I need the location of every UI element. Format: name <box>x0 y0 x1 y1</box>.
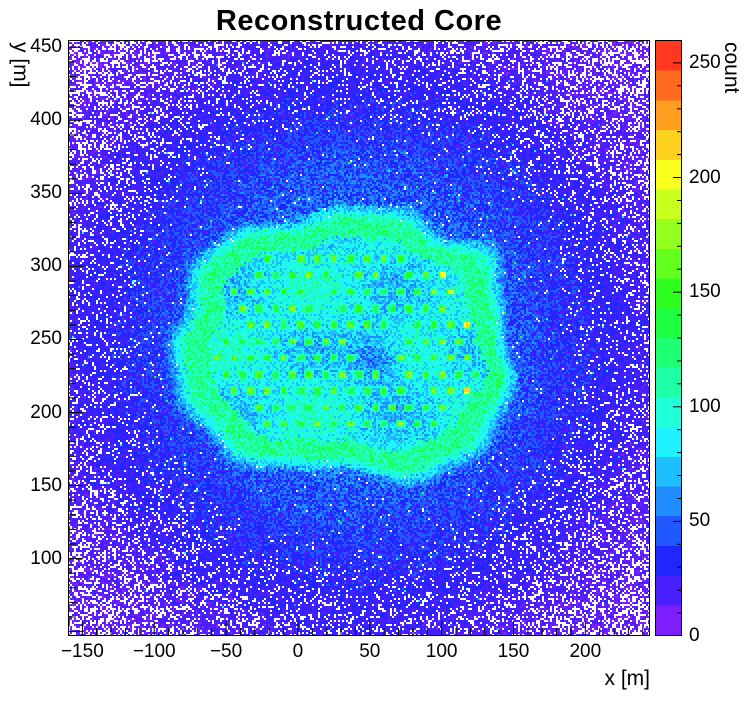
colorbar-tick-label: 50 <box>689 510 711 532</box>
y-axis-tick-label: 100 <box>30 547 62 569</box>
colorbar-tick-label: 0 <box>689 625 700 646</box>
colorbar-tick-label: 250 <box>689 51 721 73</box>
x-axis-tick-label: 0 <box>292 641 304 662</box>
y-axis-tick-label: 400 <box>30 109 62 131</box>
x-axis-tick-label: −150 <box>60 641 104 662</box>
y-axis-title: y [m] <box>9 42 32 88</box>
x-axis-tick-label: −100 <box>132 641 176 662</box>
x-axis-tick-label: 50 <box>359 641 381 662</box>
axes-frame-and-ticks <box>68 40 650 636</box>
colorbar-title: count <box>720 42 743 94</box>
heatmap-canvas <box>68 40 650 636</box>
y-axis-tick-label: 450 <box>30 36 62 58</box>
y-axis-tick-label: 200 <box>30 401 62 423</box>
x-axis-tick-label: 200 <box>569 641 602 662</box>
colorbar-tick-label: 200 <box>689 166 721 188</box>
x-axis-tick-label: 100 <box>425 641 458 662</box>
x-axis-title: x [m] <box>604 667 651 690</box>
y-axis-tick-label: 250 <box>30 328 62 350</box>
x-axis-tick-label: −50 <box>209 641 243 662</box>
colorbar-ticks <box>673 40 681 636</box>
y-axis-tick-label: 300 <box>30 255 62 277</box>
plot-title: Reconstructed Core <box>215 5 503 37</box>
y-axis-tick-label: 350 <box>30 182 62 204</box>
colorbar-tick-label: 100 <box>689 395 721 417</box>
colorbar-tick-label: 150 <box>689 281 721 303</box>
x-axis-tick-label: 150 <box>497 641 530 662</box>
y-axis-tick-label: 150 <box>30 474 62 496</box>
